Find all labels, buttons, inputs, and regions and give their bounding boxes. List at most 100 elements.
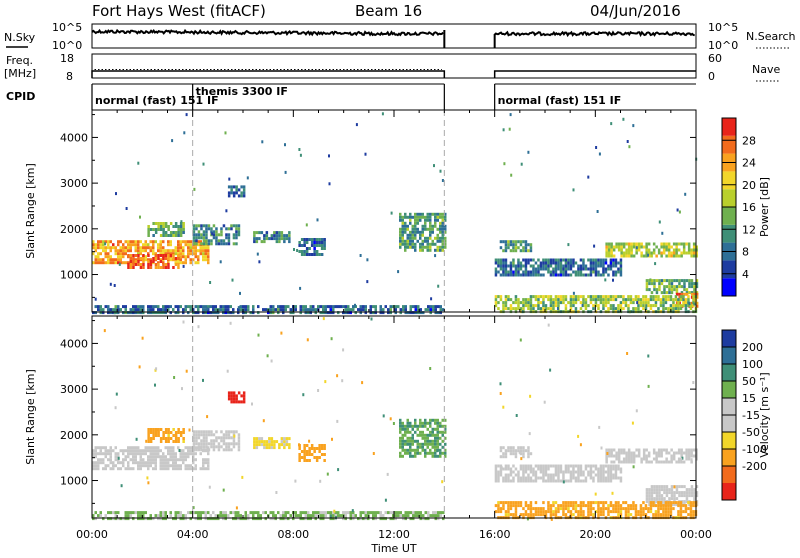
echo-cell [92,449,95,453]
echo-cell [528,432,531,436]
echo-cell [184,458,187,462]
echo-cell [164,252,167,256]
echo-cell [512,270,515,274]
echo-cell [522,249,525,253]
echo-cell [610,245,613,249]
echo-cell [434,439,437,443]
echo-cell [402,308,405,312]
echo-cell [670,457,673,461]
echo-cell [504,464,508,468]
echo-cell [114,305,117,309]
echo-cell [619,513,623,517]
echo-cell [392,514,395,518]
y-tick-label: 4000 [60,337,88,350]
echo-cell [129,467,132,471]
echo-cell [494,470,498,474]
echo-cell [597,510,600,514]
echo-cell [102,461,105,465]
echo-cell [379,305,382,309]
echo-cell [527,467,530,471]
echo-cell [695,291,699,295]
echo-cell [512,258,515,262]
echo-cell [655,494,659,498]
echo-cell [189,243,192,247]
echo-cell [544,479,548,483]
echo-cell [649,295,653,299]
echo-cell [614,258,618,262]
echo-cell [421,224,424,228]
echo-cell [263,443,266,447]
echo-cell [579,504,583,508]
echo-cell [579,273,583,277]
y-tick-label: 3000 [60,177,88,190]
echo-cell [434,433,437,437]
echo-cell [524,479,528,483]
echo-cell [204,246,207,250]
echo-cell [604,479,608,483]
echo-cell [579,443,582,447]
echo-cell [104,255,107,259]
echo-cell [594,273,598,277]
echo-cell [632,451,636,455]
echo-cell [124,449,127,453]
echo-cell [399,215,402,219]
echo-cell [539,295,543,299]
echo-cell [179,464,182,468]
echo-cell [401,227,404,231]
echo-cell [212,311,215,315]
echo-cell [522,240,525,244]
echo-cell [439,212,442,216]
echo-cell [288,446,291,450]
echo-cell [154,458,157,462]
echo-cell [421,424,424,428]
echo-cell [227,194,231,198]
echo-cell [527,249,530,253]
echo-cell [202,430,206,434]
echo-cell [655,491,659,495]
echo-cell [167,440,170,443]
echo-cell [349,514,352,518]
echo-cell [167,458,170,462]
echo-cell [675,242,678,246]
echo-cell [132,266,135,269]
echo-cell [94,461,97,465]
echo-cell [406,233,409,237]
echo-cell [419,445,422,449]
echo-cell [517,240,520,244]
echo-cell [627,448,631,452]
echo-cell [284,517,287,521]
echo-cell [138,365,141,369]
echo-cell [184,240,187,244]
echo-cell [584,264,588,268]
echo-cell [679,298,683,302]
echo-cell [504,513,508,517]
echo-cell [260,440,264,444]
echo-cell [597,261,600,265]
echo-cell [514,455,518,459]
echo-cell [162,252,165,256]
echo-cell [597,470,600,474]
echo-cell [232,517,235,521]
echo-cell [554,258,558,262]
echo-cell [659,298,663,302]
echo-cell [220,439,223,443]
echo-cell [197,243,200,247]
echo-cell [416,227,419,231]
echo-cell [670,288,674,292]
echo-cell [352,514,355,518]
echo-cell [205,242,208,246]
y-axis-label: Slant Range [km] [24,163,37,259]
echo-cell [520,162,523,166]
echo-cell [261,140,264,144]
echo-cell [412,514,415,518]
echo-cell [542,264,545,268]
echo-cell [192,230,196,234]
echo-cell [177,261,180,265]
echo-cell [519,464,523,468]
echo-cell [552,298,555,302]
echo-cell [222,448,226,452]
echo-cell [439,424,442,428]
echo-cell [299,305,302,309]
echo-cell [337,305,340,309]
